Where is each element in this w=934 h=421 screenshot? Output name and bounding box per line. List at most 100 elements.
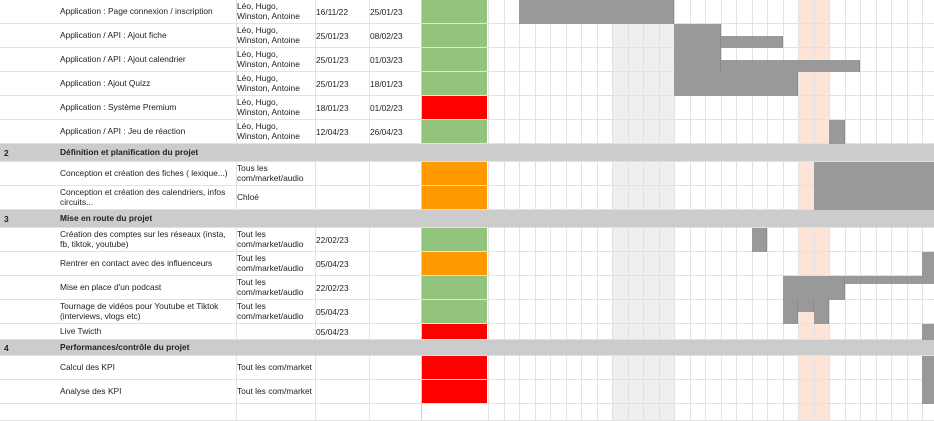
task-name-cell[interactable]: Conception et création des calendriers, … bbox=[60, 187, 226, 207]
end-date-cell[interactable] bbox=[369, 404, 419, 420]
status-cell[interactable] bbox=[421, 252, 487, 275]
task-name-cell[interactable] bbox=[60, 404, 232, 420]
task-row[interactable] bbox=[0, 404, 934, 421]
owner-cell[interactable]: Tout les com/market bbox=[236, 356, 312, 379]
owner-cell[interactable]: Tout les com/market bbox=[236, 380, 312, 403]
task-row[interactable]: Tournage de vidéos pour Youtube et Tikto… bbox=[0, 300, 934, 324]
gantt-bar[interactable] bbox=[674, 72, 798, 96]
start-date-cell[interactable]: 25/01/23 bbox=[315, 48, 367, 71]
task-name-cell[interactable]: Mise en place d'un podcast bbox=[60, 281, 162, 292]
start-date-cell[interactable]: 25/01/23 bbox=[315, 72, 367, 95]
task-row[interactable]: Conception et création des calendriers, … bbox=[0, 186, 934, 210]
start-date-cell[interactable] bbox=[315, 404, 367, 420]
owner-cell[interactable]: Léo, Hugo, Winston, Antoine bbox=[236, 48, 312, 71]
gantt-bar[interactable] bbox=[844, 276, 934, 285]
status-cell[interactable] bbox=[421, 380, 487, 403]
task-name-cell[interactable]: Analyse des KPI bbox=[60, 385, 122, 396]
end-date-cell[interactable]: 01/03/23 bbox=[369, 48, 419, 71]
task-name-cell[interactable]: Application / API : Ajout fiche bbox=[60, 29, 167, 40]
section-row[interactable]: 3 Mise en route du projet bbox=[0, 210, 934, 228]
section-row[interactable]: 2 Définition et planification du projet bbox=[0, 144, 934, 162]
gantt-bar[interactable] bbox=[813, 300, 829, 324]
gantt-bar[interactable] bbox=[798, 300, 814, 312]
end-date-cell[interactable] bbox=[369, 380, 419, 403]
owner-cell[interactable]: Léo, Hugo, Winston, Antoine bbox=[236, 96, 312, 119]
start-date-cell[interactable]: 05/04/23 bbox=[315, 252, 367, 275]
owner-cell[interactable]: Tout les com/market/audio bbox=[236, 300, 312, 323]
task-name-cell[interactable]: Live Twicth bbox=[60, 325, 102, 336]
task-name-cell[interactable]: Application / API : Jeu de réaction bbox=[60, 125, 186, 136]
end-date-cell[interactable]: 26/04/23 bbox=[369, 120, 419, 143]
owner-cell[interactable]: Léo, Hugo, Winston, Antoine bbox=[236, 72, 312, 95]
start-date-cell[interactable]: 25/01/23 bbox=[315, 24, 367, 47]
task-name-cell[interactable]: Conception et création des fiches ( lexi… bbox=[60, 167, 228, 178]
start-date-cell[interactable]: 22/02/23 bbox=[315, 228, 367, 251]
status-cell[interactable] bbox=[421, 228, 487, 251]
end-date-cell[interactable] bbox=[369, 162, 419, 185]
task-name-cell[interactable]: Rentrer en contact avec des influenceurs bbox=[60, 257, 213, 268]
task-row[interactable]: Live Twicth 05/04/23 bbox=[0, 324, 934, 340]
task-name-cell[interactable]: Application : Page connexion / inscripti… bbox=[60, 5, 213, 16]
task-row[interactable]: Application / API : Ajout fiche Léo, Hugo… bbox=[0, 24, 934, 48]
end-date-cell[interactable]: 08/02/23 bbox=[369, 24, 419, 47]
start-date-cell[interactable]: 05/04/23 bbox=[315, 324, 367, 339]
end-date-cell[interactable]: 25/01/23 bbox=[369, 0, 419, 23]
owner-cell[interactable]: Léo, Hugo, Winston, Antoine bbox=[236, 0, 312, 23]
start-date-cell[interactable]: 22/02/23 bbox=[315, 276, 367, 299]
section-title[interactable]: Mise en route du projet bbox=[60, 212, 153, 223]
owner-cell[interactable]: Tout les com/market/audio bbox=[236, 276, 312, 299]
task-row[interactable]: Application / API : Jeu de réaction Léo, … bbox=[0, 120, 934, 144]
gantt-bar[interactable] bbox=[782, 276, 845, 300]
gantt-bar[interactable] bbox=[519, 0, 674, 24]
end-date-cell[interactable]: 18/01/23 bbox=[369, 72, 419, 95]
status-cell[interactable] bbox=[421, 120, 487, 143]
end-date-cell[interactable] bbox=[369, 300, 419, 323]
gantt-bar[interactable] bbox=[922, 252, 934, 276]
start-date-cell[interactable] bbox=[315, 380, 367, 403]
task-name-cell[interactable]: Application / API : Ajout calendrier bbox=[60, 53, 186, 64]
start-date-cell[interactable] bbox=[315, 162, 367, 185]
gantt-bar[interactable] bbox=[720, 36, 783, 48]
task-name-cell[interactable]: Création des comptes sur les réseaux (in… bbox=[60, 229, 226, 249]
gantt-bar[interactable] bbox=[922, 356, 934, 380]
end-date-cell[interactable] bbox=[369, 228, 419, 251]
end-date-cell[interactable] bbox=[369, 356, 419, 379]
status-cell[interactable] bbox=[421, 72, 487, 95]
status-cell[interactable] bbox=[421, 186, 487, 209]
end-date-cell[interactable] bbox=[369, 186, 419, 209]
task-name-cell[interactable]: Calcul des KPI bbox=[60, 361, 115, 372]
gantt-bar[interactable] bbox=[674, 24, 721, 48]
start-date-cell[interactable]: 12/04/23 bbox=[315, 120, 367, 143]
task-row[interactable]: Application / API : Ajout calendrier Léo,… bbox=[0, 48, 934, 72]
owner-cell[interactable]: Chloé bbox=[236, 186, 312, 209]
status-cell[interactable] bbox=[421, 0, 487, 23]
task-name-cell[interactable]: Tournage de vidéos pour Youtube et Tikto… bbox=[60, 301, 219, 321]
owner-cell[interactable]: Tous les com/market/audio bbox=[236, 162, 312, 185]
end-date-cell[interactable] bbox=[369, 252, 419, 275]
owner-cell[interactable] bbox=[236, 404, 312, 420]
task-row[interactable]: Application : Système Premium Léo, Hugo, … bbox=[0, 96, 934, 120]
status-cell[interactable] bbox=[421, 300, 487, 323]
task-name-cell[interactable]: Application : Ajout Quizz bbox=[60, 77, 151, 88]
task-row[interactable]: Conception et création des fiches ( lexi… bbox=[0, 162, 934, 186]
gantt-bar[interactable] bbox=[782, 300, 798, 324]
gantt-bar[interactable] bbox=[674, 48, 721, 72]
task-name-cell[interactable]: Application : Système Premium bbox=[60, 101, 177, 112]
task-row[interactable]: Calcul des KPI Tout les com/market bbox=[0, 356, 934, 380]
task-row[interactable]: Analyse des KPI Tout les com/market bbox=[0, 380, 934, 404]
task-row[interactable]: Mise en place d'un podcast Tout les com/m… bbox=[0, 276, 934, 300]
status-cell[interactable] bbox=[421, 96, 487, 119]
task-row[interactable]: Application : Page connexion / inscripti… bbox=[0, 0, 934, 24]
status-cell[interactable] bbox=[421, 48, 487, 71]
gantt-bar[interactable] bbox=[751, 228, 767, 252]
end-date-cell[interactable] bbox=[369, 276, 419, 299]
status-cell[interactable] bbox=[421, 162, 487, 185]
start-date-cell[interactable]: 05/04/23 bbox=[315, 300, 367, 323]
gantt-bar[interactable] bbox=[922, 380, 934, 404]
task-row[interactable]: Application : Ajout Quizz Léo, Hugo, Wins… bbox=[0, 72, 934, 96]
start-date-cell[interactable] bbox=[315, 356, 367, 379]
status-cell[interactable] bbox=[421, 24, 487, 47]
start-date-cell[interactable]: 18/01/23 bbox=[315, 96, 367, 119]
start-date-cell[interactable]: 16/11/22 bbox=[315, 0, 367, 23]
gantt-bar[interactable] bbox=[922, 324, 934, 340]
